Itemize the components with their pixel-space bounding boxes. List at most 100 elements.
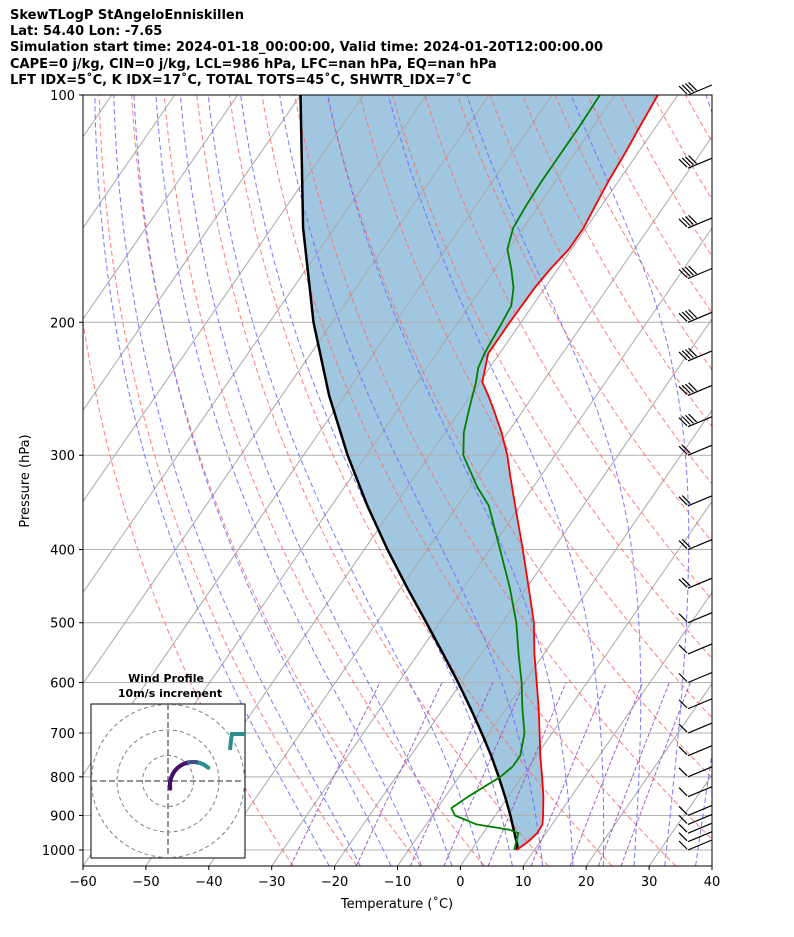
wind-barb-flag [688,413,698,423]
chart-title-line-5: LFT IDX=5˚C, K IDX=17˚C, TOTAL TOTS=45˚C… [10,73,472,88]
wind-barb [678,722,713,734]
mixing-ratio-line [290,682,381,866]
y-tick-label: 900 [50,809,75,824]
wind-barb-shaft [687,384,713,396]
wind-barb [678,839,713,851]
wind-barb-flag [678,806,688,815]
dry-adiabat-line [83,318,294,866]
hodograph-inset: Wind Profile 10m/s increment [90,672,246,859]
wind-barb-flag [681,416,691,425]
isotherm-line [271,227,712,866]
cape-shading-layer [300,95,658,850]
moist-adiabat-line [133,95,392,866]
wind-barb-shaft [687,311,713,323]
wind-barb-flag [684,310,694,320]
isotherm-line [83,95,176,229]
moist-adiabat-line [279,95,544,866]
wind-barb [678,413,713,428]
dry-adiabat-line [751,95,794,866]
dry-adiabat-line [98,95,358,866]
isotherm-line [585,682,712,866]
y-tick-label: 300 [50,449,75,464]
wind-barb-flag [678,644,688,654]
x-tick-label: −20 [321,875,348,890]
dry-adiabat-line [261,95,677,866]
moist-adiabat-line [207,95,483,866]
chart-title-line-4: CAPE=0 j/kg, CIN=0 j/kg, LCL=986 hPa, LF… [10,57,497,72]
hodograph-subtitle: 10m/s increment [118,687,222,700]
hodograph-trace-segment [228,732,245,751]
wind-barb-shaft [687,416,713,428]
temperature-line [481,95,659,851]
wind-barb-flag [684,383,694,393]
wind-barb-shaft [687,539,713,551]
isotherm-line [648,773,712,866]
y-tick-label: 600 [50,677,75,692]
wind-barb [678,382,713,396]
wind-barb-flag [681,217,691,227]
dry-adiabat-line [456,95,712,543]
wind-barb-flag [678,787,688,797]
wind-barb-flag [678,269,688,278]
isotherm-line [522,591,712,866]
wind-barb-shaft [687,643,713,655]
x-tick-label: 10 [515,875,532,890]
moist-adiabat-line [240,95,513,866]
wind-barb [678,813,713,825]
y-tick-label: 500 [50,617,75,632]
dry-adiabat-line [228,95,613,866]
wind-barb-flag [681,495,691,504]
wind-barb [678,698,713,710]
wind-barb-shaft [687,612,713,624]
x-tick-label: −30 [258,875,285,890]
wind-barb-flag [684,266,694,276]
wind-barb [678,538,713,551]
wind-barb-flag [678,496,688,506]
wind-barb-flag [688,81,698,91]
wind-barb-flag [678,351,688,361]
parcel-profile-line [299,95,519,851]
wind-barb-shaft [687,786,713,798]
wind-barb-flag [684,216,694,225]
wind-barb [678,822,713,834]
mixing-ratio-line [620,682,691,866]
dry-adiabat-line [718,95,794,866]
dry-adiabat-line [522,95,712,428]
wind-barb-flag [678,312,688,322]
wind-barb [678,265,713,280]
hodograph-title: Wind Profile [128,672,204,685]
wind-barb-shaft [687,831,713,843]
x-tick-label: 40 [704,875,721,890]
wind-barb-flag [681,444,691,454]
wind-barb-shaft [687,839,713,851]
mixing-ratio-line [443,682,525,866]
mixing-ratio-line [487,682,567,866]
wind-barb-shaft [687,745,713,757]
wind-barb-flag [678,417,688,427]
wind-barb-shaft [687,217,713,229]
cape-cin-shading [300,95,658,850]
wind-barb-flag [678,445,688,455]
wind-barb [678,643,713,655]
wind-barb-flag [678,767,688,777]
hodograph-trace-segment [205,764,211,770]
x-tick-label: 30 [641,875,658,890]
mixing-ratio-line [530,682,607,866]
wind-barb-shaft [687,350,713,362]
moist-adiabat-line [695,95,712,866]
isotherm-line [83,95,364,503]
isotherm-line [83,95,490,685]
wind-barb [678,347,713,362]
wind-barb [678,766,713,778]
moist-adiabat-line [466,95,642,866]
dry-adiabat-line [359,95,712,719]
wind-barb-shaft [687,84,713,96]
wind-barb-shaft [687,698,713,710]
wind-barb-flag [678,578,688,588]
x-tick-label: −10 [384,875,411,890]
wind-barb-flag [681,157,691,167]
wind-barb [678,495,713,507]
wind-barb-flag [688,155,698,164]
wind-barb-flag [681,538,691,548]
isotherm-line [711,865,712,866]
